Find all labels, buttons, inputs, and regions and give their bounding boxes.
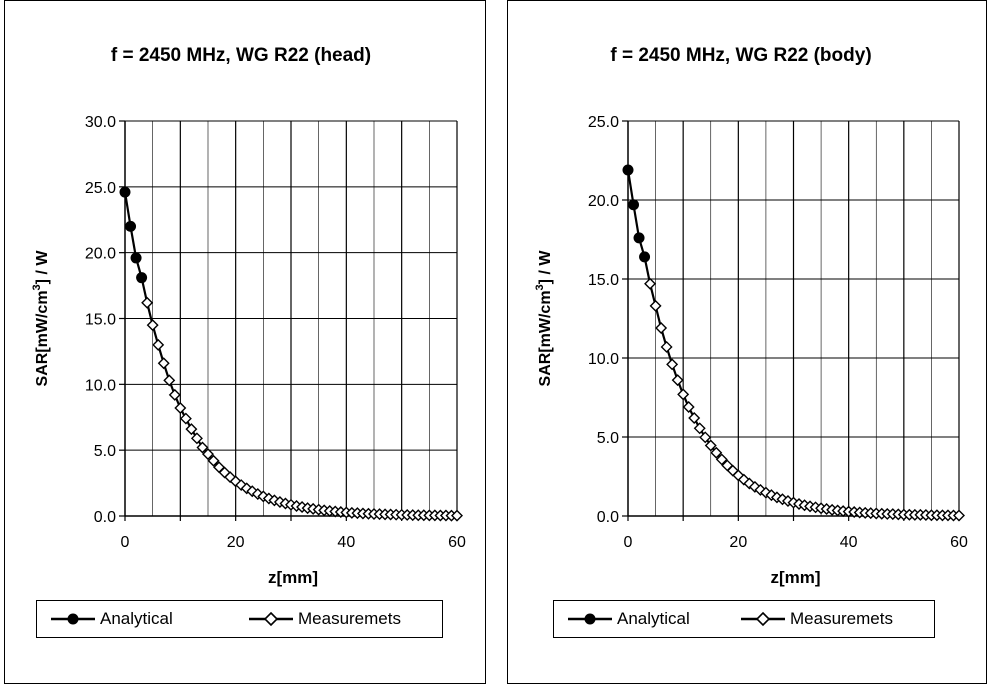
x-tick-label: 20 <box>227 534 245 551</box>
x-tick-label: 40 <box>840 534 858 551</box>
chart-body: 0.0 5.0 10.0 15.0 20.0 25.0 0 20 40 60 f = 2450 MH… <box>534 45 968 587</box>
y-tick-label: 25.0 <box>85 180 116 197</box>
measurement-point <box>671 374 684 387</box>
legend-item-measuremets: Measuremets <box>247 601 401 637</box>
chart-panel-head: 0.0 5.0 10.0 15.0 20.0 25.0 30.0 0 20 40 60 f = 245… <box>4 0 486 684</box>
legend-label-measuremets: Measuremets <box>790 609 893 628</box>
measurement-point <box>174 402 187 415</box>
measurement-point <box>677 388 690 401</box>
measurement-point <box>185 423 198 436</box>
filled-circle-marker-icon <box>51 613 95 625</box>
measurement-point <box>682 400 695 413</box>
measurement-point <box>953 509 965 522</box>
measurement-point <box>655 321 668 334</box>
measurement-point <box>207 454 220 467</box>
legend-label-analytical: Analytical <box>617 609 690 628</box>
measurement-point <box>704 439 717 452</box>
measurement-point <box>168 388 181 401</box>
legend-head: Analytical Measuremets <box>36 600 443 638</box>
measurement-point <box>196 441 209 454</box>
y-tick-label: 20.0 <box>588 193 619 210</box>
filled-circle-marker-icon <box>568 613 612 625</box>
analytical-point <box>136 272 148 284</box>
y-tick-label: 20.0 <box>85 246 116 263</box>
y-tick-label: 15.0 <box>85 312 116 329</box>
y-axis-label: SAR[mW/cm3] / W <box>534 250 554 387</box>
measurement-point <box>179 412 192 425</box>
measurement-point <box>644 277 657 290</box>
y-tick-label: 10.0 <box>85 377 116 394</box>
measurement-point <box>666 358 679 371</box>
y-tick-label: 0.0 <box>94 509 116 526</box>
chart-head: 0.0 5.0 10.0 15.0 20.0 25.0 30.0 0 20 40 60 f = 245… <box>31 45 466 587</box>
chart-title: f = 2450 MHz, WG R22 (head) <box>111 45 371 66</box>
x-axis-label: z[mm] <box>268 568 318 587</box>
measurement-point <box>649 299 662 312</box>
y-axis-label: SAR[mW/cm3] / W <box>31 250 51 387</box>
y-tick-label: 10.0 <box>588 351 619 368</box>
open-diamond-marker-icon <box>249 611 293 627</box>
x-tick-label: 40 <box>337 534 355 551</box>
measurement-point <box>152 338 165 351</box>
measurement-point <box>163 374 176 387</box>
measurement-point <box>202 448 214 461</box>
legend-item-analytical: Analytical <box>566 601 690 637</box>
chart-title: f = 2450 MHz, WG R22 (body) <box>610 45 871 66</box>
measurement-point <box>688 412 701 425</box>
measurement-point <box>157 357 170 370</box>
analytical-point <box>622 164 634 176</box>
x-tick-label: 20 <box>729 534 747 551</box>
legend-item-analytical: Analytical <box>49 601 173 637</box>
analytical-point <box>119 186 131 198</box>
x-tick-label: 60 <box>950 534 968 551</box>
x-axis-label: z[mm] <box>770 568 820 587</box>
y-tick-label: 5.0 <box>597 430 619 447</box>
measurement-point <box>693 422 706 435</box>
analytical-point <box>633 232 645 244</box>
measurement-point <box>715 453 728 466</box>
measurement-point <box>699 431 712 444</box>
analytical-point <box>125 220 137 232</box>
y-tick-label: 30.0 <box>85 114 116 131</box>
measurement-point <box>660 340 673 353</box>
analytical-point <box>130 252 142 264</box>
y-tick-label: 0.0 <box>597 509 619 526</box>
open-diamond-marker-icon <box>741 611 785 627</box>
x-tick-label: 0 <box>624 534 633 551</box>
measurement-point <box>190 432 203 445</box>
x-tick-label: 60 <box>448 534 466 551</box>
measurement-point <box>141 296 154 309</box>
x-tick-label: 0 <box>121 534 130 551</box>
legend-body: Analytical Measuremets <box>553 600 935 638</box>
y-tick-label: 15.0 <box>588 272 619 289</box>
y-tick-label: 5.0 <box>94 443 116 460</box>
analytical-point <box>628 199 640 211</box>
legend-label-measuremets: Measuremets <box>298 609 401 628</box>
chart-panel-body: 0.0 5.0 10.0 15.0 20.0 25.0 0 20 40 60 f = 2450 MH… <box>507 0 987 684</box>
y-tick-label: 25.0 <box>588 114 619 131</box>
legend-item-measuremets: Measuremets <box>739 601 893 637</box>
legend-label-analytical: Analytical <box>100 609 173 628</box>
measurement-point <box>710 446 723 459</box>
measurement-point <box>146 319 159 332</box>
analytical-point <box>639 251 651 263</box>
measurement-point <box>451 509 463 522</box>
